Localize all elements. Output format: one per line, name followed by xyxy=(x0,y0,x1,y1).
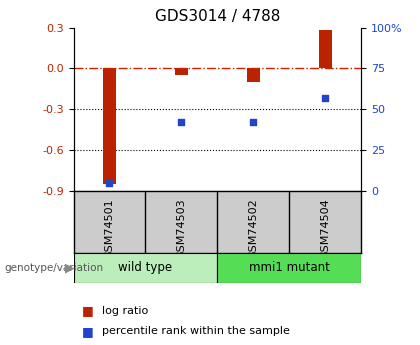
Title: GDS3014 / 4788: GDS3014 / 4788 xyxy=(155,9,280,24)
Text: log ratio: log ratio xyxy=(102,306,148,315)
Bar xyxy=(247,69,260,82)
Point xyxy=(322,95,328,101)
Text: ■: ■ xyxy=(82,304,94,317)
Text: GSM74501: GSM74501 xyxy=(105,198,115,259)
Point xyxy=(250,120,257,125)
Text: genotype/variation: genotype/variation xyxy=(4,263,103,273)
Point xyxy=(106,180,113,186)
Text: GSM74502: GSM74502 xyxy=(248,198,258,259)
Text: mmi1 mutant: mmi1 mutant xyxy=(249,261,330,274)
Point xyxy=(178,120,185,125)
Text: GSM74504: GSM74504 xyxy=(320,198,330,259)
Text: wild type: wild type xyxy=(118,261,173,274)
Bar xyxy=(175,69,188,75)
Text: percentile rank within the sample: percentile rank within the sample xyxy=(102,326,290,336)
Text: ■: ■ xyxy=(82,325,94,338)
Bar xyxy=(319,30,332,69)
Bar xyxy=(218,253,361,283)
Bar xyxy=(74,253,218,283)
Text: GSM74503: GSM74503 xyxy=(176,198,186,259)
Bar xyxy=(103,69,116,184)
Text: ▶: ▶ xyxy=(65,261,75,274)
